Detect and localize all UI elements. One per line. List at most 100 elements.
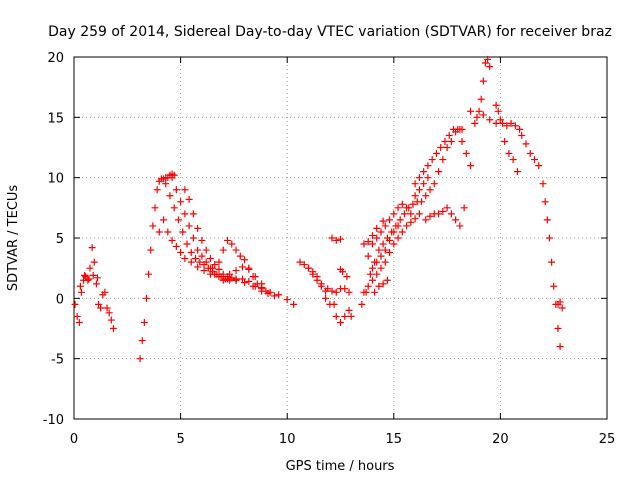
- data-point: [224, 236, 232, 244]
- series-early-1: [71, 244, 117, 332]
- data-point: [526, 150, 534, 158]
- data-point: [452, 128, 460, 136]
- data-point: [390, 228, 398, 236]
- series-fall-3: [554, 298, 566, 312]
- data-point: [228, 274, 236, 282]
- data-point: [386, 216, 394, 224]
- data-point: [202, 258, 210, 266]
- x-axis-label: GPS time / hours: [286, 459, 395, 474]
- y-tick-labels: -10 -5 0 5 10 15 20: [43, 51, 64, 428]
- y-tick-label: 15: [47, 111, 64, 126]
- data-point: [345, 306, 353, 314]
- data-point: [518, 131, 526, 139]
- data-point: [452, 216, 460, 224]
- x-tick-label: 20: [492, 432, 509, 447]
- data-point: [147, 246, 155, 254]
- data-point: [236, 252, 244, 260]
- data-point: [447, 137, 455, 145]
- data-point: [290, 300, 298, 308]
- y-tick-label: -10: [43, 413, 64, 428]
- data-point: [219, 270, 227, 278]
- data-point: [270, 292, 278, 300]
- data-point: [107, 316, 115, 324]
- y-tick-label: 20: [47, 51, 64, 66]
- data-point: [89, 271, 97, 279]
- data-point: [84, 276, 92, 284]
- data-point: [232, 275, 240, 283]
- series-peak-3: [467, 107, 504, 127]
- data-point: [420, 168, 428, 176]
- y-tick-label: -5: [51, 353, 64, 368]
- series-fall-2: [501, 137, 521, 176]
- data-point: [76, 282, 84, 290]
- data-point: [467, 162, 475, 170]
- data-point: [149, 222, 157, 230]
- series-peak-1: [471, 55, 494, 127]
- data-point: [189, 210, 197, 218]
- data-point: [238, 275, 246, 283]
- data-point: [458, 137, 466, 145]
- data-point: [368, 240, 376, 248]
- data-point: [531, 156, 539, 164]
- data-point: [428, 156, 436, 164]
- data-point: [160, 216, 168, 224]
- series-peak-2: [458, 137, 475, 170]
- data-point: [368, 276, 376, 284]
- series-rise2-c: [364, 200, 415, 260]
- data-point: [305, 264, 313, 272]
- data-point: [377, 264, 385, 272]
- data-point: [300, 261, 308, 269]
- data-point: [206, 255, 214, 263]
- data-point: [415, 186, 423, 194]
- data-point: [366, 270, 374, 278]
- series-rise2-b: [360, 210, 423, 296]
- data-point: [411, 215, 419, 223]
- data-point: [550, 282, 558, 290]
- data-point: [379, 280, 387, 288]
- data-point: [364, 238, 372, 246]
- data-point: [439, 156, 447, 164]
- series-rise2-e: [371, 276, 391, 296]
- data-point: [155, 228, 163, 236]
- y-tick-label: 10: [47, 172, 64, 187]
- data-point: [341, 285, 349, 293]
- axis-ticks: [73, 56, 608, 420]
- data-point: [477, 95, 485, 103]
- data-point: [92, 280, 100, 288]
- data-point: [194, 246, 202, 254]
- data-point: [88, 244, 96, 252]
- data-point: [360, 240, 368, 248]
- data-point: [75, 318, 83, 326]
- data-point: [251, 273, 259, 281]
- data-point: [339, 268, 347, 276]
- data-point: [238, 263, 246, 271]
- data-point: [105, 309, 113, 317]
- data-point: [432, 150, 440, 158]
- data-point: [390, 210, 398, 218]
- data-point: [140, 318, 148, 326]
- series-mid-2: [305, 264, 330, 295]
- series-hump-2: [219, 263, 266, 288]
- data-point: [373, 258, 381, 266]
- data-point: [324, 285, 332, 293]
- data-point: [505, 150, 513, 158]
- series-decay-c: [168, 174, 219, 278]
- series-decay-a: [155, 216, 298, 308]
- data-point: [484, 55, 492, 63]
- x-tick-label: 25: [599, 432, 616, 447]
- data-point: [479, 77, 487, 85]
- data-point: [473, 113, 481, 121]
- data-point: [403, 204, 411, 212]
- data-point: [398, 228, 406, 236]
- data-point: [90, 258, 98, 266]
- data-point: [377, 228, 385, 236]
- y-tick-label: 0: [56, 292, 64, 307]
- series-mid-6: [337, 265, 351, 281]
- series-rise: [136, 170, 178, 363]
- data-point: [162, 180, 170, 188]
- series-mid-3: [324, 285, 353, 296]
- data-point: [332, 312, 340, 320]
- data-point: [381, 222, 389, 230]
- data-point: [341, 312, 349, 320]
